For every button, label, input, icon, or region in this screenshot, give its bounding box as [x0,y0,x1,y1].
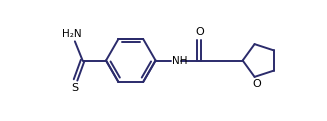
Text: S: S [71,83,78,93]
Text: NH: NH [172,56,188,65]
Text: O: O [195,27,204,37]
Text: O: O [252,79,261,89]
Text: H₂N: H₂N [61,29,81,39]
